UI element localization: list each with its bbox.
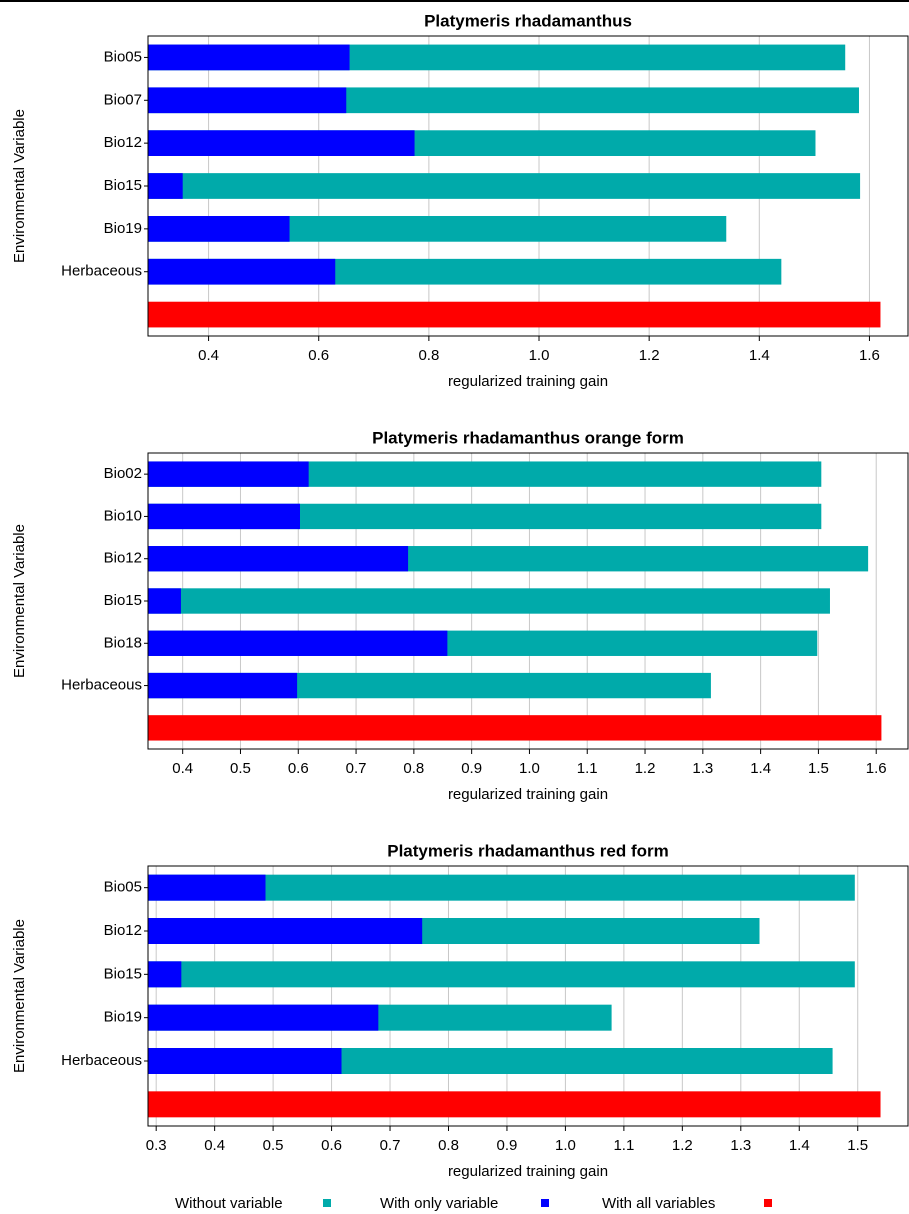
x-tick-label: 0.3 [146,1137,167,1154]
x-tick-label: 0.6 [321,1137,342,1154]
x-tick-label: 0.6 [308,347,329,364]
x-tick-label: 1.5 [808,760,829,777]
chart-title: Platymeris rhadamanthus [424,11,632,30]
x-tick-label: 1.2 [672,1137,693,1154]
bar [148,301,881,328]
chart-title: Platymeris rhadamanthus red form [387,841,669,860]
y-tick-label: Herbaceous [61,263,142,280]
y-tick-label: Bio02 [104,465,142,482]
x-tick-label: 1.0 [529,347,550,364]
y-axis-label: Environmental Variable [11,919,28,1073]
bar [148,715,882,741]
y-tick-label: Bio15 [104,965,142,982]
bar [148,918,423,944]
x-tick-label: 1.4 [789,1137,810,1154]
bar [148,130,415,156]
x-tick-label: 1.3 [692,760,713,777]
x-tick-label: 1.0 [519,760,540,777]
bar [148,258,336,285]
legend-swatch [323,1199,331,1207]
y-tick-label: Bio07 [104,91,142,108]
bar [148,961,182,988]
y-tick-label: Bio05 [104,48,142,65]
plot-frame [147,452,909,750]
bar [148,874,266,901]
x-tick-label: 0.4 [198,347,219,364]
legend-label: With all variables [602,1195,715,1212]
x-tick-label: 1.4 [750,760,771,777]
x-tick-label: 0.8 [403,760,424,777]
x-tick-label: 1.4 [749,347,770,364]
x-tick-label: 1.2 [635,760,656,777]
y-tick-label: Bio10 [104,507,142,524]
x-axis-label: regularized training gain [448,786,608,803]
legend-swatch [541,1199,549,1207]
bar [148,87,347,114]
bar [148,216,290,242]
y-tick-label: Bio19 [104,220,142,237]
bar [148,44,350,71]
bar [148,961,855,988]
legend-label: Without variable [175,1195,283,1212]
y-axis-label: Environmental Variable [11,109,28,263]
y-axis-label: Environmental Variable [11,524,28,678]
bar [148,672,298,699]
bar [148,588,830,614]
x-tick-label: 0.9 [461,760,482,777]
x-tick-label: 0.4 [204,1137,225,1154]
bar [148,1048,342,1074]
bar [148,588,181,614]
bar [148,1004,379,1031]
bar [148,874,855,901]
x-tick-label: 1.6 [859,347,880,364]
bar [148,1091,881,1118]
x-tick-label: 0.7 [346,760,367,777]
chart-title: Platymeris rhadamanthus orange form [372,428,684,447]
bar [148,173,861,199]
y-tick-label: Bio12 [104,550,142,567]
x-tick-label: 1.1 [577,760,598,777]
plot-frame [147,35,909,337]
x-tick-label: 0.5 [230,760,251,777]
plot-frame [147,865,909,1127]
y-tick-label: Bio12 [104,134,142,151]
x-axis-label: regularized training gain [448,373,608,390]
bar [148,173,183,199]
x-tick-label: 0.9 [497,1137,518,1154]
y-tick-label: Bio15 [104,592,142,609]
x-tick-label: 0.8 [418,347,439,364]
x-tick-label: 1.3 [730,1137,751,1154]
y-tick-label: Bio15 [104,177,142,194]
x-tick-label: 0.4 [172,760,193,777]
x-tick-label: 1.0 [555,1137,576,1154]
y-tick-label: Bio12 [104,922,142,939]
x-tick-label: 1.5 [847,1137,868,1154]
y-tick-label: Herbaceous [61,677,142,694]
bar [148,630,448,656]
x-tick-label: 0.7 [380,1137,401,1154]
y-tick-label: Bio18 [104,634,142,651]
bar [148,546,409,572]
x-tick-label: 0.6 [288,760,309,777]
x-tick-label: 1.1 [613,1137,634,1154]
x-axis-label: regularized training gain [448,1163,608,1180]
legend-label: With only variable [380,1195,498,1212]
x-tick-label: 0.5 [263,1137,284,1154]
x-tick-label: 0.8 [438,1137,459,1154]
y-tick-label: Herbaceous [61,1052,142,1069]
y-tick-label: Bio19 [104,1009,142,1026]
bar [148,461,309,487]
x-tick-label: 1.2 [639,347,660,364]
bar [148,503,300,530]
x-tick-label: 1.6 [866,760,887,777]
y-tick-label: Bio05 [104,879,142,896]
legend-swatch [764,1199,772,1207]
